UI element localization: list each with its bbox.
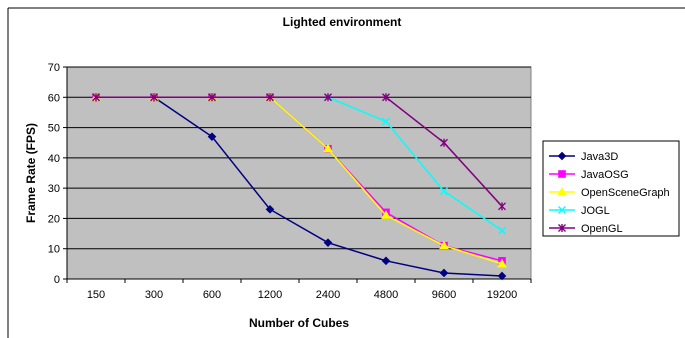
x-tick-label: 1200 xyxy=(258,289,282,301)
legend-box xyxy=(542,140,680,237)
plot-area xyxy=(66,66,532,280)
legend-label-javaosg: JavaOSG xyxy=(581,169,629,181)
data-point-java3d-2 xyxy=(207,132,217,141)
data-point-java3d-6 xyxy=(439,268,449,278)
data-point-java3d-4 xyxy=(323,238,333,247)
legend-marker-java3d xyxy=(557,151,567,161)
x-tick-labels: 150 300 600 1200 2400 4800 9600 19200 xyxy=(87,289,517,301)
x-tick-label: 300 xyxy=(145,289,163,301)
y-tick-label: 30 xyxy=(48,183,60,195)
data-point-opengl-2 xyxy=(208,93,216,102)
legend-label-openscenegraph: OpenSceneGraph xyxy=(581,187,670,199)
data-point-opengl-5 xyxy=(382,93,390,102)
data-point-java3d-5 xyxy=(381,256,391,266)
data-point-opengl-1 xyxy=(150,93,158,102)
legend-entry-jogl: JOGL xyxy=(549,205,610,217)
x-tick-label: 4800 xyxy=(374,289,398,301)
x-tick-label: 19200 xyxy=(487,289,518,301)
x-tick-label: 600 xyxy=(203,289,221,301)
data-point-openscenegraph-7 xyxy=(497,258,507,268)
y-tick-label: 20 xyxy=(48,213,60,225)
data-point-openscenegraph-4 xyxy=(323,143,333,153)
legend-entry-opengl: OpenGL xyxy=(549,223,623,235)
data-point-jogl-5 xyxy=(382,117,390,126)
series-opengl xyxy=(92,93,506,211)
legend-label-jogl: JOGL xyxy=(581,205,610,217)
y-tick-label: 40 xyxy=(48,153,60,165)
data-point-java3d-3 xyxy=(265,205,275,214)
x-tick-label: 9600 xyxy=(432,289,456,301)
legend-marker-opengl xyxy=(558,224,566,232)
data-point-opengl-3 xyxy=(266,93,274,102)
legend-marker-jogl xyxy=(558,206,566,214)
data-point-openscenegraph-5 xyxy=(381,210,391,219)
axes xyxy=(63,66,532,283)
data-point-opengl-7 xyxy=(498,202,506,211)
data-point-opengl-4 xyxy=(324,93,332,102)
y-tick-label: 50 xyxy=(48,123,60,135)
gridlines xyxy=(67,66,531,250)
x-tick-label: 2400 xyxy=(316,289,340,301)
legend-entry-java3d: Java3D xyxy=(549,151,618,163)
data-point-jogl-6 xyxy=(440,187,448,196)
series-line-java3d xyxy=(96,96,503,277)
series-line-opengl xyxy=(96,96,503,207)
x-tick-label: 150 xyxy=(87,289,105,301)
data-point-opengl-0 xyxy=(92,93,100,102)
legend: Java3D JavaOSG OpenSceneGraph JOGL OpenGL xyxy=(549,151,670,235)
y-axis-label: Frame Rate (FPS) xyxy=(24,123,38,223)
series-layer xyxy=(91,92,507,281)
y-tick-labels: 0 10 20 30 40 50 60 70 xyxy=(48,62,60,286)
y-tick-label: 0 xyxy=(54,274,60,286)
data-point-openscenegraph-6 xyxy=(439,240,449,250)
y-tick-label: 60 xyxy=(48,92,60,104)
y-tick-label: 10 xyxy=(48,244,60,256)
legend-entry-openscenegraph: OpenSceneGraph xyxy=(549,186,670,199)
chart-title: Lighted environment xyxy=(283,15,402,29)
legend-entry-javaosg: JavaOSG xyxy=(549,169,629,181)
x-axis-label: Number of Cubes xyxy=(249,316,349,330)
legend-marker-openscenegraph xyxy=(557,186,567,196)
data-point-jogl-7 xyxy=(498,226,506,235)
legend-label-java3d: Java3D xyxy=(581,151,618,163)
y-tick-label: 70 xyxy=(48,62,60,74)
legend-marker-javaosg xyxy=(558,170,566,178)
data-point-opengl-6 xyxy=(440,138,448,147)
legend-label-opengl: OpenGL xyxy=(581,223,623,235)
data-point-java3d-7 xyxy=(497,271,507,281)
